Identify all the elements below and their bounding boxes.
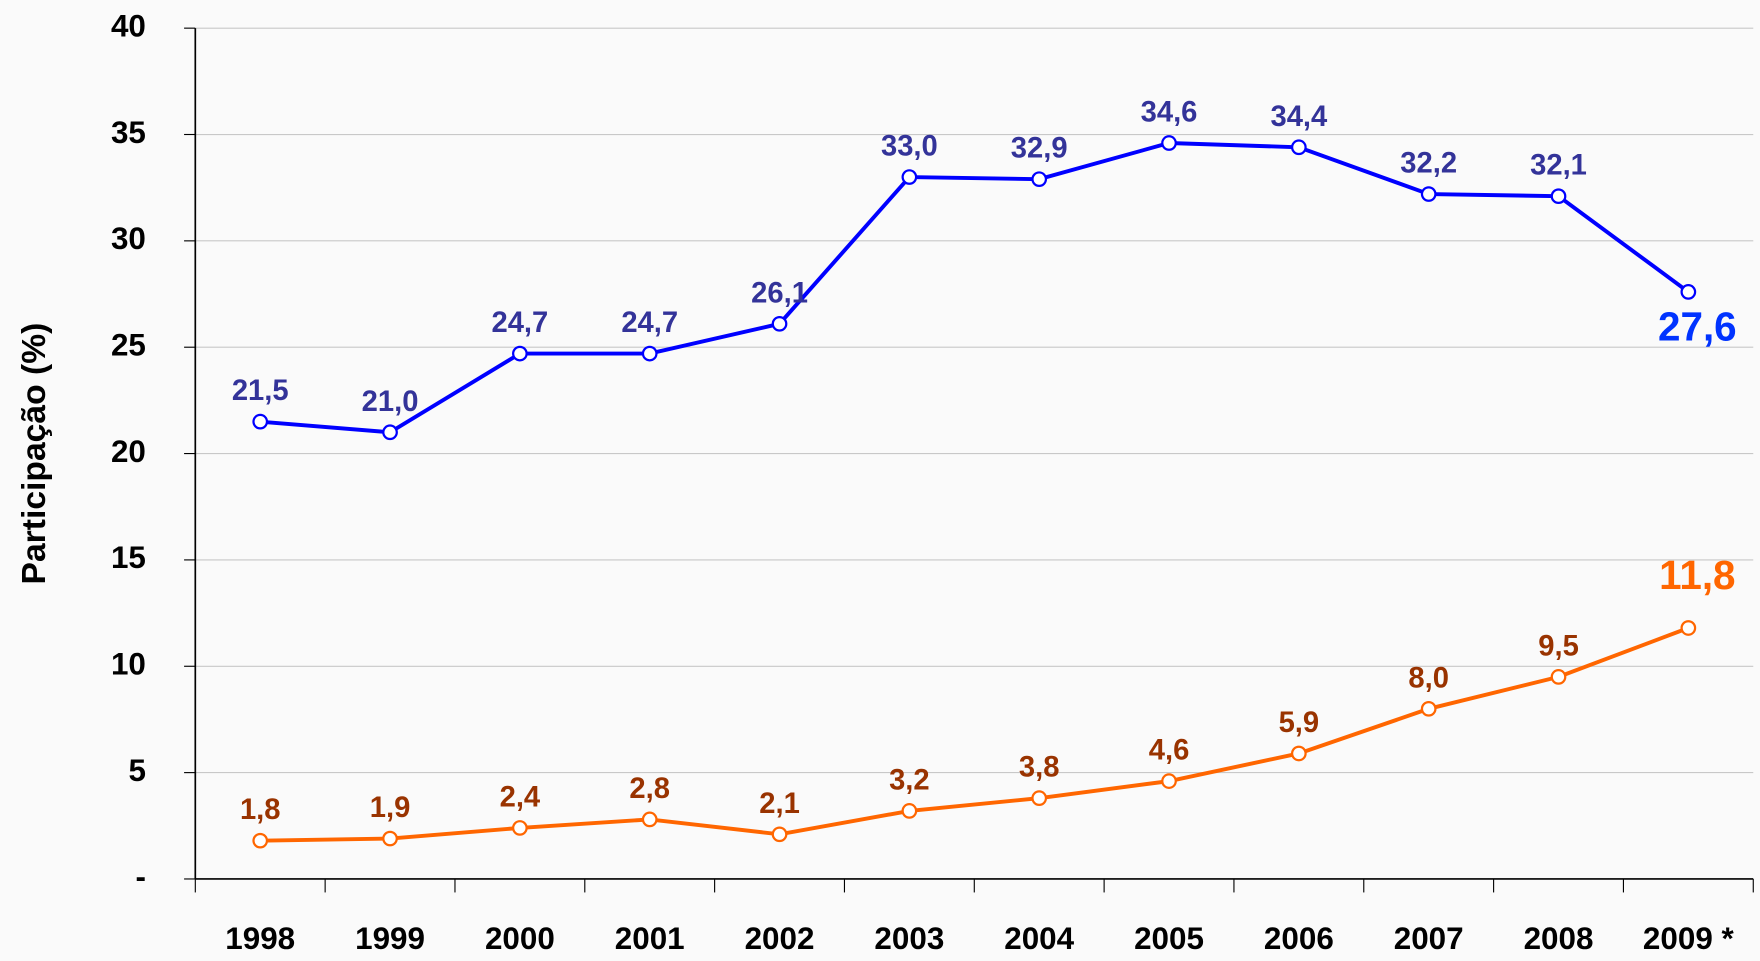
chart: Participação (%) - 5 10 15 20 25 30 35 40 1998 199… <box>0 0 1760 961</box>
data-point <box>1422 702 1435 715</box>
data-point <box>253 834 266 847</box>
data-label: 3,8 <box>1019 752 1060 784</box>
data-label: 26,1 <box>751 277 808 309</box>
data-point <box>1032 791 1045 804</box>
y-tick-label: 5 <box>128 753 145 788</box>
data-point <box>903 804 916 817</box>
data-label: 5,9 <box>1279 707 1320 739</box>
x-tick-label: 2003 <box>874 921 944 956</box>
data-label: 2,4 <box>500 781 541 813</box>
data-label: 32,9 <box>1011 133 1068 165</box>
x-tick-label: 2008 <box>1524 921 1594 956</box>
data-label: 9,5 <box>1538 630 1579 662</box>
x-tick-label: 2009 * <box>1643 921 1735 956</box>
data-label: 1,8 <box>240 794 281 826</box>
data-label: 24,7 <box>491 307 548 339</box>
x-tick-label: 2004 <box>1004 921 1074 956</box>
data-point <box>513 347 526 360</box>
x-tick-label: 2007 <box>1394 921 1464 956</box>
data-point <box>773 317 786 330</box>
data-label: 34,4 <box>1270 101 1328 133</box>
data-point <box>1682 285 1695 298</box>
data-point <box>903 170 916 183</box>
y-tick-label: 10 <box>111 647 146 682</box>
data-label: 27,6 <box>1658 304 1737 350</box>
data-point <box>1422 187 1435 200</box>
x-tick-label: 1999 <box>355 921 425 956</box>
data-point <box>513 821 526 834</box>
y-tick-label: 25 <box>111 328 146 363</box>
data-label: 11,8 <box>1659 552 1735 598</box>
data-point <box>643 813 656 826</box>
data-label: 8,0 <box>1408 662 1449 694</box>
data-label: 33,0 <box>881 131 938 163</box>
data-label: 21,0 <box>362 386 419 418</box>
data-label: 1,9 <box>370 792 411 824</box>
data-label: 24,7 <box>621 307 678 339</box>
x-tick-label: 2006 <box>1264 921 1334 956</box>
data-label: 34,6 <box>1141 97 1198 129</box>
data-point <box>1552 670 1565 683</box>
data-point <box>643 347 656 360</box>
x-tick-label: 2001 <box>615 921 685 956</box>
x-tick-label: 2002 <box>745 921 815 956</box>
data-label: 3,2 <box>889 764 930 796</box>
data-label: 32,1 <box>1530 150 1587 182</box>
data-point <box>1032 172 1045 185</box>
data-point <box>773 828 786 841</box>
data-label: 2,8 <box>629 773 670 805</box>
data-point <box>1682 621 1695 634</box>
data-label: 4,6 <box>1149 735 1190 767</box>
y-axis-label: Participação (%) <box>16 323 53 585</box>
data-label: 32,2 <box>1400 148 1457 180</box>
data-label: 21,5 <box>232 375 289 407</box>
data-point <box>253 415 266 428</box>
data-point <box>1292 141 1305 154</box>
data-point <box>1292 747 1305 760</box>
y-tick-label: 30 <box>111 221 146 256</box>
y-tick-label: 20 <box>111 434 146 469</box>
data-point <box>383 832 396 845</box>
y-tick-label: 15 <box>111 540 146 575</box>
y-tick-label: 40 <box>111 8 146 43</box>
y-tick-label: - <box>135 859 145 894</box>
data-point <box>1162 136 1175 149</box>
data-point <box>1162 774 1175 787</box>
y-tick-label: 35 <box>111 115 146 150</box>
data-point <box>1552 189 1565 202</box>
data-label: 2,1 <box>759 788 800 820</box>
x-tick-label: 2000 <box>485 921 555 956</box>
x-tick-label: 2005 <box>1134 921 1204 956</box>
data-point <box>383 426 396 439</box>
x-tick-label: 1998 <box>225 921 295 956</box>
